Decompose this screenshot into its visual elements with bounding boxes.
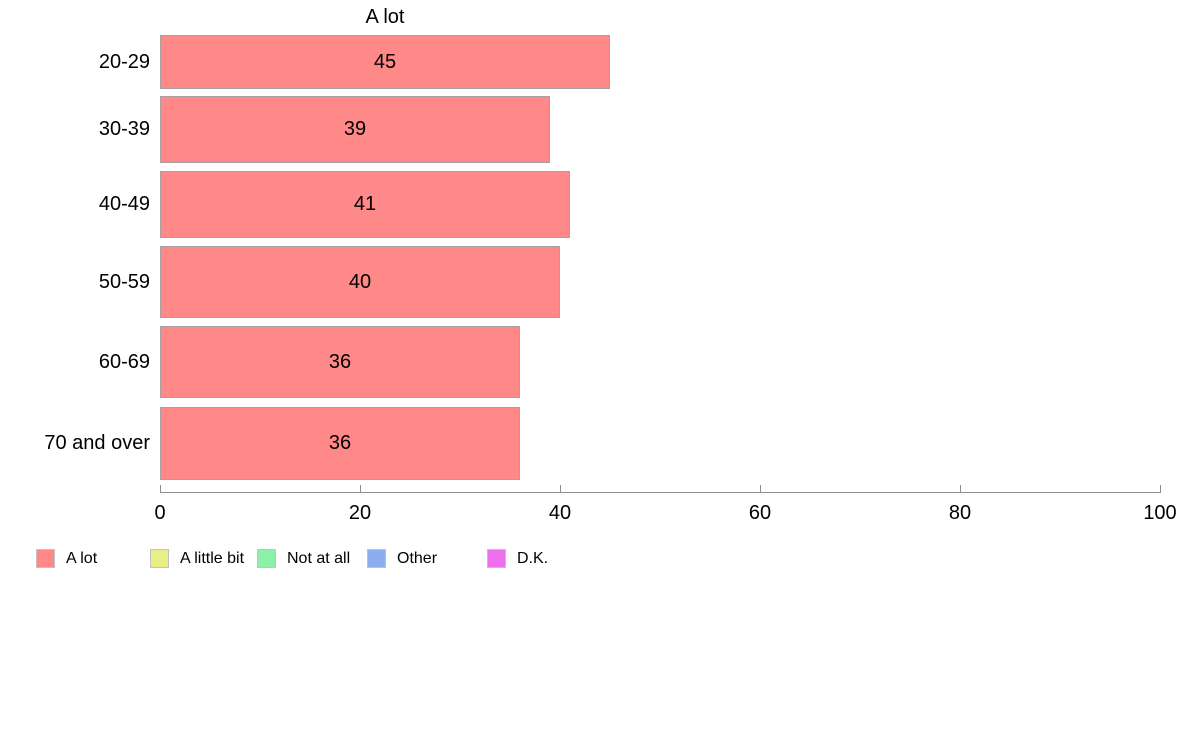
x-axis-tick-label: 0	[154, 502, 166, 524]
legend-label: D.K.	[517, 549, 549, 567]
bar-value-label: 39	[343, 118, 367, 140]
x-axis-tick-label: 100	[1143, 502, 1177, 524]
legend-label: Other	[397, 549, 438, 567]
category-label: 70 and over	[44, 432, 150, 454]
legend-item: Other	[367, 549, 437, 568]
category-label: 60-69	[98, 350, 150, 373]
bar: 45	[160, 35, 610, 89]
x-axis-line	[160, 492, 1161, 493]
legend-item: D.K.	[487, 549, 548, 568]
x-axis-tick	[960, 485, 961, 493]
bar-value-label: 36	[328, 350, 352, 373]
chart-title: A lot	[365, 6, 405, 28]
category-label: 30-39	[98, 118, 150, 140]
category-label: 40-49	[98, 193, 150, 215]
legend-swatch-2	[150, 549, 169, 568]
legend-item: A lot	[36, 549, 97, 568]
legend-label: Not at all	[287, 549, 351, 567]
legend-swatch-3	[257, 549, 276, 568]
legend-item: Not at all	[257, 549, 350, 568]
legend-label: A lot	[66, 549, 98, 567]
legend-item: A little bit	[150, 549, 244, 568]
x-axis-tick	[760, 485, 761, 493]
legend-swatch-5	[487, 549, 506, 568]
category-label: 20-29	[98, 50, 150, 73]
x-axis-tick	[560, 485, 561, 493]
category-label: 50-59	[98, 270, 150, 293]
bar-value-label: 45	[373, 50, 397, 73]
bar: 40	[160, 246, 560, 318]
legend-swatch-1	[36, 549, 55, 568]
bar-value-label: 41	[353, 193, 377, 215]
x-axis-tick-label: 60	[748, 502, 772, 524]
bar: 36	[160, 326, 520, 398]
x-axis-tick-label: 80	[948, 502, 972, 524]
x-axis-tick	[160, 485, 161, 493]
x-axis-tick	[360, 485, 361, 493]
bar: 41	[160, 171, 570, 238]
legend-label: A little bit	[180, 549, 245, 567]
bar-value-label: 36	[328, 432, 352, 454]
bar: 36	[160, 407, 520, 480]
legend-swatch-4	[367, 549, 386, 568]
x-axis-tick	[1160, 485, 1161, 493]
bar: 39	[160, 96, 550, 163]
x-axis-tick-label: 40	[548, 502, 572, 524]
x-axis-tick-label: 20	[348, 502, 372, 524]
bar-value-label: 40	[348, 270, 372, 293]
